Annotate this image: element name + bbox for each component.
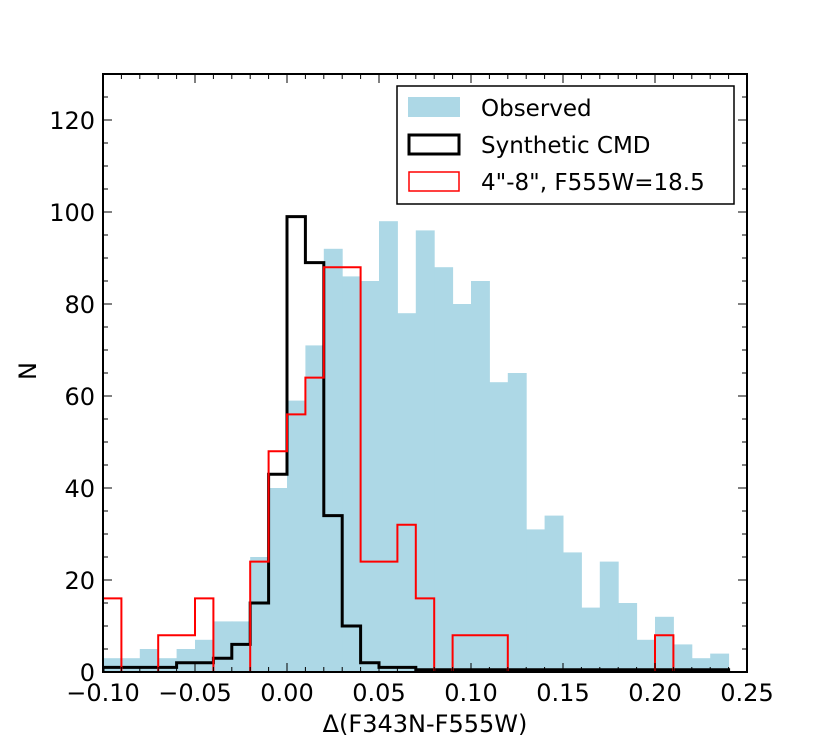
legend-label-observed: Observed bbox=[481, 96, 592, 122]
observed-bar bbox=[103, 658, 122, 672]
observed-bar bbox=[323, 248, 343, 672]
observed-bar bbox=[305, 345, 325, 672]
observed-bar bbox=[599, 561, 619, 672]
observed-bar bbox=[636, 639, 656, 672]
observed-bar bbox=[526, 529, 546, 672]
radial-bin-step bbox=[103, 266, 729, 672]
y-tick-label: 0 bbox=[80, 659, 95, 687]
legend-swatch-radial bbox=[408, 171, 460, 192]
y-tick-label: 100 bbox=[49, 199, 95, 227]
observed-bar bbox=[673, 644, 693, 672]
observed-bar bbox=[618, 603, 638, 672]
observed-bar bbox=[397, 313, 417, 672]
x-tick-label: −0.05 bbox=[158, 679, 232, 707]
x-axis-title: Δ(F343N-F555W) bbox=[323, 710, 528, 738]
observed-bar bbox=[471, 281, 490, 672]
y-tick-label: 80 bbox=[64, 291, 95, 319]
observed-bar bbox=[250, 557, 270, 672]
observed-bar bbox=[581, 607, 601, 672]
y-axis-title: N bbox=[14, 362, 42, 380]
observed-bar bbox=[563, 552, 582, 672]
x-tick-label: 0.25 bbox=[720, 679, 773, 707]
legend-label-synthetic: Synthetic CMD bbox=[481, 133, 651, 159]
x-tick-label: 0.20 bbox=[628, 679, 681, 707]
observed-bar bbox=[452, 304, 472, 672]
observed-bar bbox=[121, 658, 141, 672]
observed-bar bbox=[195, 639, 214, 672]
observed-bar bbox=[544, 515, 564, 672]
legend-swatch-synthetic bbox=[407, 133, 461, 156]
y-tick-label: 60 bbox=[64, 383, 95, 411]
tick-labels: −0.10 −0.05 0.00 0.05 0.10 0.15 0.20 0.25 0 20 40 6… bbox=[49, 107, 774, 707]
plot-frame bbox=[102, 73, 748, 673]
x-tick-label: 0.15 bbox=[536, 679, 589, 707]
observed-bar bbox=[655, 616, 674, 672]
observed-bar bbox=[710, 653, 730, 672]
observed-bar bbox=[360, 281, 380, 672]
plot-area bbox=[103, 215, 731, 672]
observed-bar bbox=[268, 488, 288, 672]
legend-label-radial: 4"-8", F555W=18.5 bbox=[481, 170, 705, 196]
observed-bar bbox=[176, 649, 196, 672]
observed-bar bbox=[489, 382, 509, 672]
x-tick-label: 0.05 bbox=[352, 679, 405, 707]
observed-bar bbox=[507, 373, 527, 672]
x-tick-label: −0.10 bbox=[66, 679, 140, 707]
legend: Observed Synthetic CMD 4"-8", F555W=18.5 bbox=[396, 85, 735, 205]
observed-bar bbox=[287, 400, 306, 672]
observed-bar bbox=[379, 221, 398, 672]
legend-swatch-observed bbox=[408, 97, 460, 117]
y-tick-label: 20 bbox=[64, 567, 95, 595]
y-tick-label: 120 bbox=[49, 107, 95, 135]
observed-bar bbox=[434, 267, 454, 672]
y-tick-label: 40 bbox=[64, 475, 95, 503]
observed-bar bbox=[213, 621, 233, 672]
observed-bar bbox=[342, 276, 362, 672]
observed-bar bbox=[415, 230, 435, 672]
observed-bar bbox=[231, 621, 251, 672]
x-tick-label: 0.00 bbox=[260, 679, 313, 707]
x-tick-label: 0.10 bbox=[444, 679, 497, 707]
observed-bar bbox=[158, 658, 178, 672]
